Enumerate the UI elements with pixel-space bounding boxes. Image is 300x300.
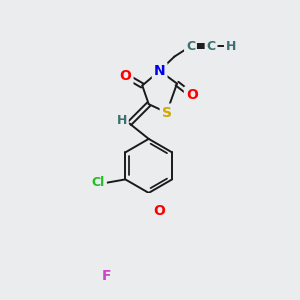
Text: N: N (154, 64, 166, 78)
Text: H: H (226, 40, 236, 53)
Text: C: C (206, 40, 216, 53)
Text: O: O (120, 69, 131, 83)
Text: Cl: Cl (92, 176, 105, 189)
Text: O: O (154, 204, 166, 218)
Text: S: S (162, 106, 172, 119)
Text: C: C (186, 40, 195, 53)
Text: O: O (186, 88, 198, 102)
Text: H: H (116, 114, 127, 127)
Text: F: F (101, 269, 111, 284)
